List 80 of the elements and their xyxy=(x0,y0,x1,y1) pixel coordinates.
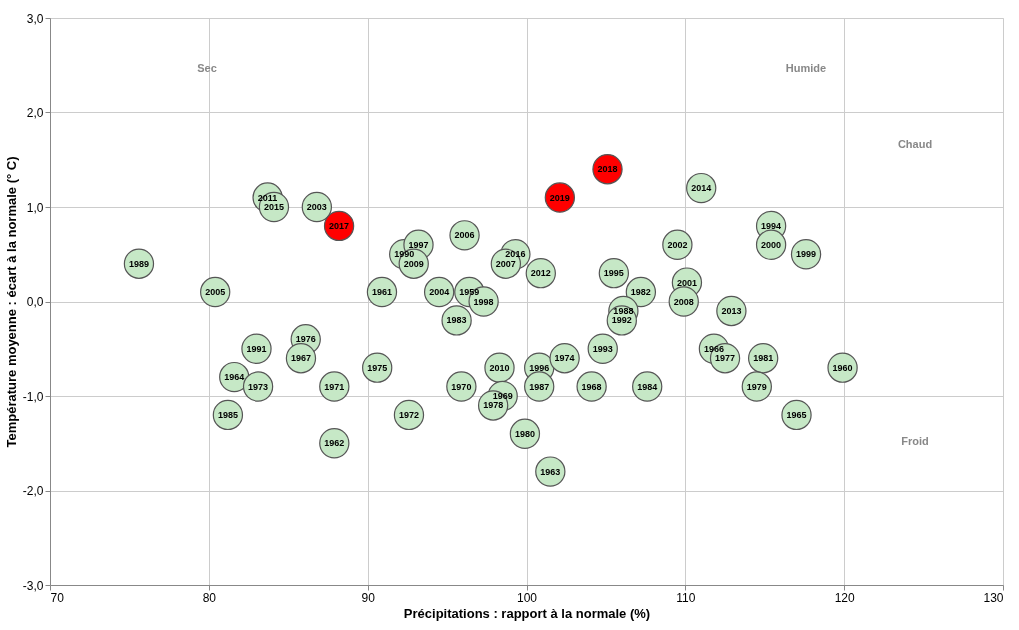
annotation: 1976 xyxy=(295,334,316,345)
annotation: 1991 xyxy=(246,343,267,354)
x-tick-label: 130 xyxy=(983,590,1004,605)
y-tick-label: -3,0 xyxy=(22,578,44,593)
x-tick-label: 100 xyxy=(516,590,538,605)
annotation: 2007 xyxy=(495,258,516,269)
annotation: 2000 xyxy=(761,239,782,250)
x-tick-label: 80 xyxy=(202,590,217,605)
annotation: 1994 xyxy=(761,220,782,231)
annotation: 1985 xyxy=(217,409,238,420)
annotation: 1960 xyxy=(832,362,853,373)
annotation: 2016 xyxy=(505,249,526,260)
annotation: 2008 xyxy=(673,296,694,307)
annotation: 2003 xyxy=(306,202,327,212)
annotation: 1963 xyxy=(540,466,561,477)
annotation: 1989 xyxy=(128,258,149,269)
annotation: 1981 xyxy=(753,353,774,364)
annotation: 1980 xyxy=(514,428,535,439)
x-tick-label: 110 xyxy=(676,590,696,605)
x-tick-label: 120 xyxy=(834,590,855,605)
annotation: 1995 xyxy=(603,268,624,279)
annotation: 1966 xyxy=(703,343,724,354)
annotation: 1984 xyxy=(637,381,658,392)
annotation: 2017 xyxy=(329,220,350,231)
annotation: 1988 xyxy=(613,305,634,316)
annotation: 1969 xyxy=(492,391,513,401)
annotation: 1993 xyxy=(592,343,613,354)
x-axis-title: Précipitations : rapport à la normale (%) xyxy=(403,605,651,621)
annotation: 1961 xyxy=(371,287,392,298)
y-axis-title: Température moyenne : écart à la normale (° C) xyxy=(3,156,19,448)
annotation: Humide xyxy=(785,62,827,74)
annotation: 2012 xyxy=(530,268,551,279)
annotation: 2019 xyxy=(549,192,570,203)
annotation: 1967 xyxy=(290,353,311,364)
annotation: 2015 xyxy=(263,202,284,212)
annotation: 1975 xyxy=(367,362,388,373)
annotation: 1987 xyxy=(529,381,550,392)
annotation: 1979 xyxy=(746,381,767,392)
annotation: 1974 xyxy=(554,353,575,364)
annotation: 1970 xyxy=(451,381,472,392)
y-tick-label: 1,0 xyxy=(26,200,44,215)
annotation: 2006 xyxy=(454,230,475,241)
annotation: 1996 xyxy=(529,362,550,373)
x-tick-label: 90 xyxy=(361,590,376,605)
annotation: 2005 xyxy=(205,287,226,298)
annotation: 1973 xyxy=(248,381,269,392)
y-tick-label: 3,0 xyxy=(26,11,44,26)
annotation: 2004 xyxy=(429,287,450,298)
annotation: 1998 xyxy=(473,296,494,307)
annotation: 1962 xyxy=(324,438,345,449)
y-tick-label: -2,0 xyxy=(22,484,44,498)
annotation: 2001 xyxy=(676,277,697,288)
y-tick-label: -1,0 xyxy=(22,389,44,404)
annotation: 1982 xyxy=(630,287,651,298)
annotation: 1965 xyxy=(786,409,807,420)
annotation: 1992 xyxy=(611,315,632,326)
annotation: 1972 xyxy=(398,409,419,420)
annotation: 2009 xyxy=(403,258,424,269)
annotation: 1983 xyxy=(446,315,467,326)
annotation: 1959 xyxy=(459,287,480,298)
annotation: 2018 xyxy=(597,164,618,175)
annotation: 1997 xyxy=(408,239,429,250)
annotation: 2011 xyxy=(257,192,278,203)
x-tick-label: 70 xyxy=(50,590,65,605)
annotation: 1971 xyxy=(324,381,345,392)
annotation: Chaud xyxy=(897,138,933,150)
annotation: 1977 xyxy=(715,353,736,364)
annotation: Sec xyxy=(197,62,217,74)
annotation: 2002 xyxy=(667,239,688,250)
annotation: 2014 xyxy=(691,183,712,194)
annotation: 1968 xyxy=(581,381,602,392)
y-tick-label: 0,0 xyxy=(26,295,44,309)
annotation: 2010 xyxy=(489,362,510,373)
y-tick-label: 2,0 xyxy=(26,106,44,120)
annotation: 1964 xyxy=(224,372,245,383)
annotation: 1999 xyxy=(796,249,817,260)
annotation: 1978 xyxy=(483,400,504,411)
annotation: 1990 xyxy=(394,249,415,260)
annotation: 2013 xyxy=(721,305,742,316)
annotation: Froid xyxy=(901,435,929,447)
